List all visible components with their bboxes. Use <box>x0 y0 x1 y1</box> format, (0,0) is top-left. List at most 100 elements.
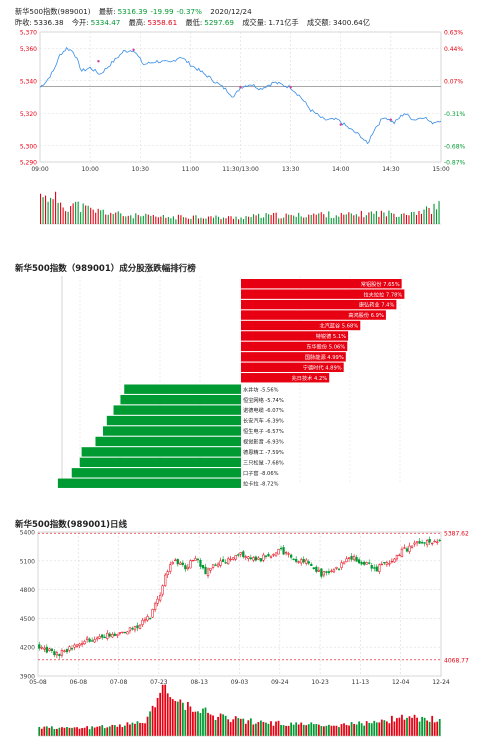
volume-bar <box>288 214 290 224</box>
candle-body <box>408 545 411 552</box>
gainer-bar <box>241 320 361 331</box>
volume-bar <box>102 209 104 224</box>
candle-body <box>420 542 424 544</box>
volume-bar <box>438 718 441 736</box>
gainer-label: 康弘药业 7.4% <box>359 301 395 309</box>
volume-bar <box>320 212 322 224</box>
volume-bar <box>154 707 157 736</box>
volume-bar <box>292 724 295 736</box>
candle-body <box>315 566 318 572</box>
volume-bar <box>308 214 310 224</box>
candle-body <box>45 646 48 653</box>
volume-bar <box>57 202 59 224</box>
volume-bar <box>204 707 207 736</box>
volume-bar <box>194 711 197 736</box>
gainer-bar <box>241 362 344 372</box>
volume-bar <box>66 726 68 736</box>
candle-body <box>214 564 217 566</box>
min-label: 4068.77 <box>444 657 469 664</box>
candle-body <box>206 568 210 577</box>
volume-bar <box>307 724 310 736</box>
volume-bar <box>164 684 167 736</box>
volume-bar <box>91 726 94 736</box>
candle-body <box>58 653 61 657</box>
volume-bar <box>151 705 154 736</box>
volume-bar <box>202 708 204 736</box>
volume-bar <box>270 721 272 736</box>
volume-bar <box>121 727 124 736</box>
y-tick: 5400 <box>20 530 35 537</box>
volume-bar <box>330 217 332 224</box>
volume-bar <box>40 728 43 736</box>
volume-bar <box>48 727 51 736</box>
candle-body <box>415 541 419 544</box>
candle-body <box>204 566 207 575</box>
volume-bar <box>260 217 262 224</box>
candle-body <box>388 562 391 565</box>
latest-label: 最新: <box>98 7 116 16</box>
volume-bar <box>260 720 262 736</box>
candle-body <box>227 558 230 565</box>
volume-bar <box>278 218 280 224</box>
volume-bar <box>53 729 56 736</box>
candle-body <box>290 554 293 558</box>
candle-body <box>73 644 76 648</box>
candle-body <box>43 647 46 650</box>
y-tick-left: 5,370 <box>20 30 37 37</box>
volume-bar <box>132 218 134 224</box>
candle-body <box>83 641 86 645</box>
volume-bar <box>222 217 225 224</box>
volume-bar <box>160 216 162 224</box>
volume-bar <box>81 728 83 736</box>
volume-bar <box>268 214 270 224</box>
candle-body <box>101 634 104 638</box>
volume-bar <box>313 213 315 224</box>
loser-label: 恒宝网络 -5.74% <box>243 396 284 404</box>
volume-bar <box>157 217 159 224</box>
candle-body <box>305 559 308 564</box>
latest-value: 5316.39 <box>117 7 148 16</box>
trade-marker-point <box>132 48 135 52</box>
volume-bar <box>65 211 67 224</box>
y-tick: 4500 <box>20 616 35 623</box>
x-tick: 05-08 <box>29 679 47 686</box>
candle-body <box>360 562 363 565</box>
volume-bar <box>360 210 362 224</box>
candle-body <box>257 557 260 560</box>
candle-body <box>143 618 147 622</box>
volume-bar <box>85 205 87 224</box>
candle-body <box>322 571 326 576</box>
loser-bar <box>120 394 241 405</box>
candle-body <box>274 552 278 557</box>
candle-body <box>428 538 431 543</box>
volume-bar <box>416 717 418 736</box>
volume-bar <box>184 710 187 736</box>
volume-bar <box>418 721 421 736</box>
candle-body <box>398 554 401 557</box>
x-tick: 13:30 <box>282 166 299 173</box>
volume-bar <box>152 214 154 224</box>
volume-bar <box>177 214 179 224</box>
candle-body <box>302 558 305 563</box>
change-pct: -0.37% <box>176 7 202 16</box>
volume-bar <box>137 215 139 224</box>
y-tick-right: -0.68% <box>444 143 466 150</box>
volume-bar <box>232 218 235 224</box>
volume-bar <box>370 211 372 224</box>
candle-body <box>335 567 338 569</box>
volume-bar <box>219 713 222 736</box>
volume-bar <box>82 203 84 224</box>
candle-body <box>96 637 99 640</box>
y-tick-left: 5,300 <box>20 143 37 150</box>
candle-body <box>164 574 167 587</box>
candle-body <box>295 558 298 562</box>
volume-bar <box>363 217 365 224</box>
quote-line-2: 昨收: 5336.38 今开: 5334.47 最高: 5358.61 最低: 5297… <box>15 18 376 28</box>
volume-bar <box>290 722 293 736</box>
volume-bar <box>187 218 189 224</box>
volume-bar <box>328 211 330 224</box>
gainer-label: 北汽蓝谷 5.68% <box>319 322 358 330</box>
volume-bar <box>159 692 162 736</box>
volume-bar <box>390 213 392 224</box>
